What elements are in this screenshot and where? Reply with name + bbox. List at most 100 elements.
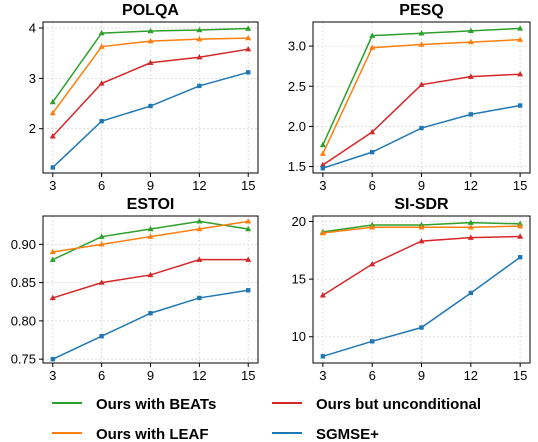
data-point-unconditional bbox=[517, 71, 524, 77]
x-tick-label: 3 bbox=[49, 368, 56, 383]
data-point-leaf bbox=[467, 224, 474, 230]
y-tick-label: 2 bbox=[29, 121, 36, 136]
data-point-unconditional bbox=[467, 73, 474, 79]
panel-title-si-sdr: SI-SDR bbox=[394, 196, 449, 213]
data-point-unconditional bbox=[196, 54, 203, 60]
x-tick-label: 15 bbox=[241, 178, 255, 193]
data-point-unconditional bbox=[98, 80, 105, 86]
data-point-sgmse bbox=[320, 354, 326, 359]
x-tick-label: 15 bbox=[513, 178, 527, 193]
x-tick-label: 12 bbox=[192, 368, 206, 383]
data-point-beats bbox=[467, 219, 474, 225]
data-point-beats bbox=[49, 256, 56, 262]
data-point-leaf bbox=[98, 43, 105, 49]
series-line-leaf bbox=[322, 38, 521, 155]
y-tick-label: 3.0 bbox=[288, 39, 306, 54]
data-point-unconditional bbox=[49, 294, 56, 301]
data-point-leaf bbox=[418, 224, 425, 230]
data-point-leaf bbox=[49, 248, 56, 255]
data-point-leaf bbox=[517, 222, 524, 229]
data-point-leaf bbox=[98, 241, 105, 247]
legend-label-unconditional: Ours but unconditional bbox=[316, 396, 481, 413]
data-point-beats bbox=[369, 32, 376, 38]
data-point-unconditional bbox=[369, 128, 376, 135]
data-point-beats bbox=[147, 27, 154, 34]
data-point-sgmse bbox=[197, 83, 202, 89]
data-point-leaf bbox=[418, 41, 425, 47]
data-point-sgmse bbox=[99, 118, 104, 124]
legend: Ours with BEATs Ours but unconditional O… bbox=[52, 396, 481, 442]
y-tick-label: 0.85 bbox=[11, 275, 36, 290]
x-tick-label: 15 bbox=[513, 368, 527, 383]
data-point-sgmse bbox=[148, 103, 153, 109]
data-point-leaf bbox=[319, 150, 326, 156]
panel-pesq: PESQ 3 6 9 12 15 1.5 2.0 2.5 3.0 bbox=[288, 2, 531, 193]
data-point-sgmse bbox=[320, 165, 326, 171]
data-point-sgmse bbox=[50, 356, 55, 362]
x-tick-label: 12 bbox=[464, 368, 478, 383]
data-point-beats bbox=[98, 29, 105, 36]
data-point-leaf bbox=[49, 109, 56, 116]
x-tick-label: 6 bbox=[98, 368, 105, 383]
data-point-leaf bbox=[369, 224, 376, 230]
y-tick-label: 2.5 bbox=[288, 79, 306, 94]
data-point-unconditional bbox=[245, 45, 252, 52]
data-point-leaf bbox=[369, 44, 376, 50]
legend-label-leaf: Ours with LEAF bbox=[96, 426, 209, 442]
panel-title-estoi: ESTOI bbox=[127, 196, 175, 213]
data-point-sgmse bbox=[468, 290, 474, 296]
x-tick-label: 3 bbox=[319, 178, 326, 193]
data-point-unconditional bbox=[319, 292, 326, 298]
plot-frame-pesq bbox=[312, 21, 531, 174]
plot-frame-estoi bbox=[42, 215, 259, 364]
data-point-unconditional bbox=[418, 81, 425, 87]
legend-item-sgmse: SGMSE+ bbox=[272, 426, 379, 442]
data-point-beats bbox=[245, 225, 252, 232]
panel-title-polqa: POLQA bbox=[122, 2, 179, 19]
data-point-unconditional bbox=[418, 237, 425, 244]
data-point-sgmse bbox=[369, 339, 375, 344]
legend-label-sgmse: SGMSE+ bbox=[316, 426, 379, 442]
x-tick-label: 12 bbox=[464, 178, 478, 193]
y-tick-label: 15 bbox=[292, 272, 306, 287]
y-tick-label: 0.75 bbox=[11, 352, 36, 367]
x-tick-label: 6 bbox=[369, 368, 376, 383]
data-point-leaf bbox=[467, 38, 474, 45]
data-point-beats bbox=[245, 25, 252, 31]
data-point-leaf bbox=[196, 35, 203, 42]
data-point-leaf bbox=[147, 37, 154, 44]
data-point-sgmse bbox=[419, 125, 424, 131]
x-tick-label: 9 bbox=[418, 368, 425, 383]
data-point-unconditional bbox=[319, 161, 326, 168]
legend-item-leaf: Ours with LEAF bbox=[52, 426, 209, 442]
data-point-sgmse bbox=[246, 288, 251, 293]
y-tick-label: 0.80 bbox=[11, 313, 36, 328]
data-point-sgmse bbox=[246, 70, 251, 75]
legend-label-beats: Ours with BEATs bbox=[96, 396, 216, 413]
panel-estoi: ESTOI 3 6 9 12 15 0.75 0.80 0.85 0.90 bbox=[11, 196, 259, 383]
data-point-leaf bbox=[147, 233, 154, 239]
data-point-sgmse bbox=[419, 325, 424, 330]
y-tick-label: 1.5 bbox=[288, 159, 306, 174]
legend-item-unconditional: Ours but unconditional bbox=[272, 396, 481, 413]
data-point-sgmse bbox=[517, 255, 523, 260]
data-point-beats bbox=[418, 30, 425, 36]
data-point-sgmse bbox=[99, 334, 104, 339]
data-point-leaf bbox=[517, 36, 524, 42]
data-point-leaf bbox=[245, 34, 252, 41]
data-point-leaf bbox=[319, 229, 326, 236]
x-tick-label: 9 bbox=[147, 368, 154, 383]
panel-title-pesq: PESQ bbox=[399, 2, 443, 19]
y-tick-label: 20 bbox=[292, 214, 306, 229]
x-tick-label: 6 bbox=[369, 178, 376, 193]
data-point-sgmse bbox=[468, 112, 474, 117]
data-point-leaf bbox=[245, 218, 252, 224]
data-point-beats bbox=[319, 141, 326, 148]
data-point-sgmse bbox=[517, 103, 523, 108]
data-point-sgmse bbox=[50, 165, 55, 170]
data-point-unconditional bbox=[98, 279, 105, 285]
x-tick-label: 12 bbox=[192, 178, 206, 193]
data-point-beats bbox=[467, 27, 474, 34]
data-point-beats bbox=[196, 26, 203, 33]
data-point-unconditional bbox=[147, 59, 154, 65]
